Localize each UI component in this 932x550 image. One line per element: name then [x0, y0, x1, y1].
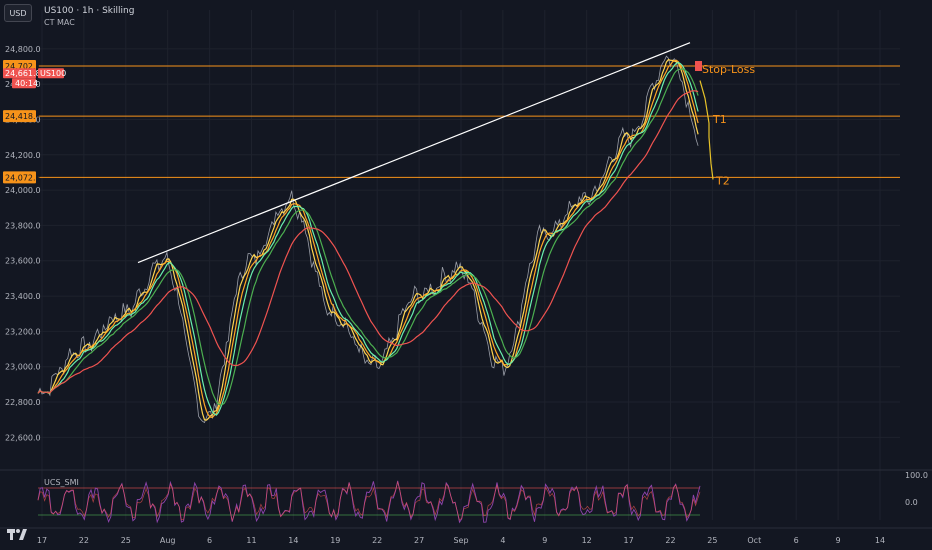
ema-slow-line [37, 68, 699, 406]
y-tick-label: 23,200.0 [5, 327, 41, 336]
symbol-tag [38, 68, 64, 79]
projection [699, 80, 714, 180]
price-line [37, 55, 699, 424]
moving-averages [37, 58, 699, 421]
stop-loss-marker [695, 61, 702, 72]
price-axis: 22,600.0 22,800.0 23,000.0 23,200.0 23,400.0… [5, 45, 41, 443]
oscillator-tick: 100.0 [905, 471, 928, 480]
tradingview-logo-icon[interactable] [6, 527, 28, 541]
price-tags: 24,702.7 24,418.7 24,072.3 24,661.8 US10040:… [3, 60, 66, 184]
level-tag [3, 171, 36, 184]
y-tick-label: 23,000.0 [5, 363, 41, 372]
countdown-label: 40:14 [15, 79, 38, 88]
x-tick-label: 11 [246, 536, 256, 545]
x-tick-label: 25 [707, 536, 717, 545]
level-tag-label: 24,072.3 [5, 173, 41, 182]
x-tick-label: 6 [207, 536, 212, 545]
x-tick-label: Sep [453, 536, 468, 545]
x-tick-label: 22 [372, 536, 382, 545]
y-tick-label: 24,800.0 [5, 45, 41, 54]
x-tick-label: 14 [288, 536, 298, 545]
ema-green-line [37, 61, 699, 416]
x-tick-label: 25 [121, 536, 131, 545]
last-price-label: 24,661.8 [5, 69, 41, 78]
last-price-tag [3, 68, 36, 79]
countdown-tag [12, 78, 36, 89]
y-tick-label: 23,800.0 [5, 221, 41, 230]
x-tick-label: 9 [542, 536, 547, 545]
osc-line-2 [37, 480, 701, 522]
ema-fast-line [37, 58, 699, 421]
x-tick-label: 12 [582, 536, 592, 545]
y-tick-label: 22,600.0 [5, 433, 41, 442]
x-tick-label: 27 [414, 536, 424, 545]
indicator-name: CT MAC [44, 18, 75, 27]
y-tick-label: 23,400.0 [5, 292, 41, 301]
y-tick-label: 24,000.0 [5, 186, 41, 195]
x-tick-label: Oct [747, 536, 761, 545]
y-tick-label: 23,600.0 [5, 257, 41, 266]
x-tick-label: 19 [330, 536, 340, 545]
x-tick-label: 22 [665, 536, 675, 545]
x-tick-label: 17 [624, 536, 634, 545]
trendline [137, 42, 691, 264]
oscillator-tick: 0.0 [905, 498, 918, 507]
x-tick-label: 22 [79, 536, 89, 545]
level-tag-label: 24,418.7 [5, 112, 41, 121]
level-annotation: Stop-Loss [702, 63, 755, 76]
level-tag-label: 24,702.7 [5, 62, 41, 71]
x-tick-label: 14 [875, 536, 885, 545]
symbol-title: US100 · 1h · Skilling [44, 6, 135, 16]
level-annotation: T1 [712, 113, 727, 126]
level-annotation: T2 [715, 174, 730, 187]
time-axis: 17 22 25 Aug 6 11 14 19 22 27 Sep 4 9 12 17 22 25 Oct 6 9 14 [37, 536, 885, 545]
horizontal-levels: Stop-Loss T1 T2 [38, 61, 900, 187]
x-tick-label: 4 [500, 536, 505, 545]
currency-button[interactable]: USD [4, 4, 32, 22]
price-series [37, 55, 699, 424]
level-tag [3, 110, 36, 123]
oscillator-pane: UCS_SMI 100.0 0.0 [0, 469, 932, 529]
trend-line [137, 42, 691, 264]
x-tick-label: 17 [37, 536, 47, 545]
x-tick-label: Aug [160, 536, 176, 545]
sma-long-line [37, 90, 699, 394]
ema-mid-line [37, 59, 699, 419]
projection-line [699, 80, 714, 180]
oscillator-label: UCS_SMI [44, 478, 79, 487]
x-tick-label: 9 [836, 536, 841, 545]
y-tick-label: 22,800.0 [5, 398, 41, 407]
y-tick-label: 24,200.0 [5, 151, 41, 160]
x-tick-label: 6 [794, 536, 799, 545]
osc-line-1 [37, 480, 701, 524]
symbol-tag-label: US100 [40, 69, 66, 78]
